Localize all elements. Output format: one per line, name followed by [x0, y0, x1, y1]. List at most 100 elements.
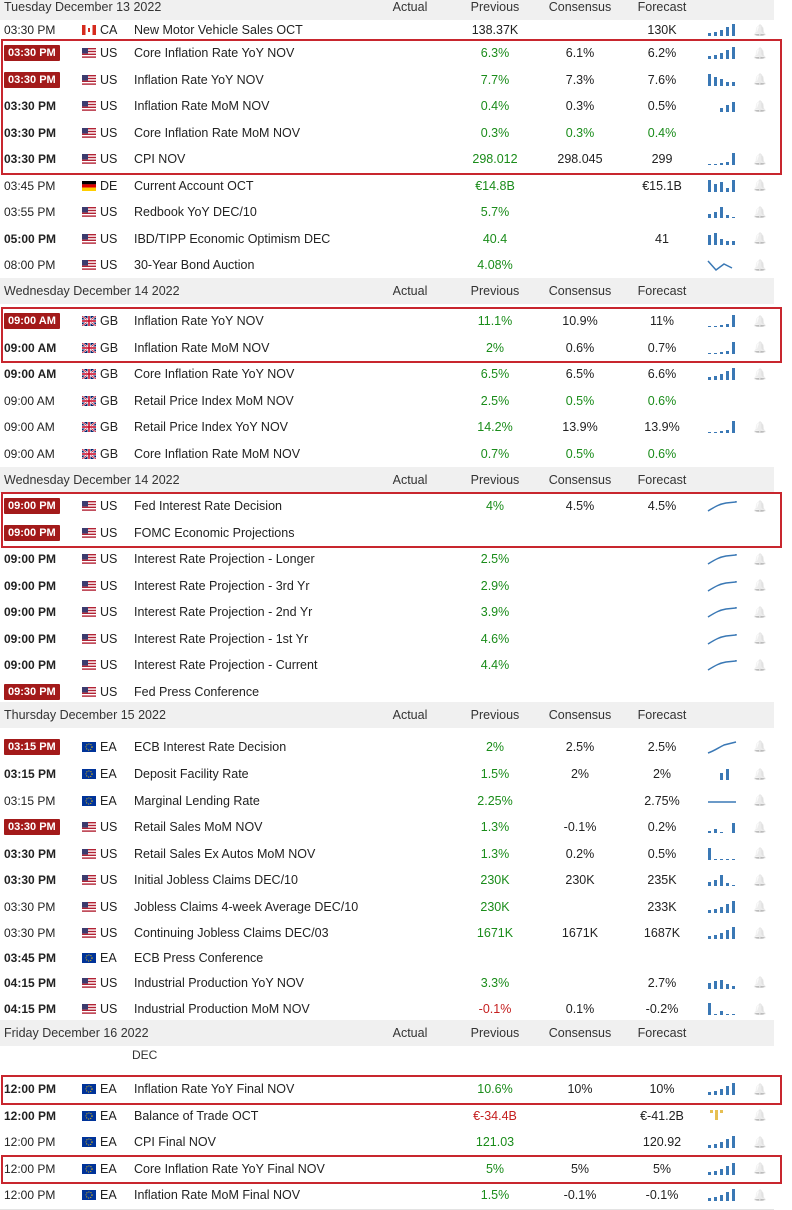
event-row[interactable]: 03:15 PM EA ECB Interest Rate Decision 2% 2.… [0, 732, 774, 762]
event-name[interactable]: Inflation Rate MoM NOV [134, 99, 270, 114]
sparkline-chart[interactable] [706, 599, 744, 626]
event-name[interactable]: Core Inflation Rate YoY NOV [134, 367, 295, 382]
column-header-previous[interactable]: Previous [470, 284, 520, 298]
event-name[interactable]: Inflation Rate MoM Final NOV [134, 1188, 301, 1203]
event-row[interactable]: 03:30 PM US Continuing Jobless Claims DEC/… [0, 920, 774, 948]
sparkline-chart[interactable] [706, 1182, 744, 1209]
event-row[interactable]: 09:00 AM GB Inflation Rate MoM NOV 2% 0.6% 0.… [0, 334, 774, 362]
column-header-actual[interactable]: Actual [392, 1026, 428, 1040]
event-row[interactable]: 09:00 PM US FOMC Economic Projections [0, 519, 774, 547]
sparkline-chart[interactable] [706, 920, 744, 947]
alert-cell[interactable]: 🔔 [752, 1076, 768, 1103]
sparkline-chart[interactable] [706, 361, 744, 388]
alert-cell[interactable]: 🔔 [752, 546, 768, 573]
bell-icon[interactable]: 🔔 [753, 977, 767, 990]
event-name[interactable]: Core Inflation Rate YoY NOV [134, 46, 295, 61]
event-row[interactable]: 03:30 PM CA New Motor Vehicle Sales OCT 138… [0, 20, 774, 41]
event-row[interactable]: 03:45 PM DE Current Account OCT €14.8B €15.1… [0, 172, 774, 200]
bell-icon[interactable]: 🔔 [753, 741, 767, 753]
sparkline-chart[interactable] [706, 40, 744, 67]
bell-icon[interactable]: 🔔 [753, 1136, 767, 1149]
column-header-previous[interactable]: Previous [470, 473, 520, 487]
event-name[interactable]: Interest Rate Projection - Current [134, 658, 318, 673]
sparkline-chart[interactable] [706, 67, 744, 94]
alert-cell[interactable]: 🔔 [752, 996, 768, 1023]
event-name[interactable]: Balance of Trade OCT [134, 1108, 259, 1123]
bell-icon[interactable]: 🔔 [753, 233, 767, 246]
sparkline-chart[interactable] [706, 947, 744, 970]
event-name[interactable]: Interest Rate Projection - 3rd Yr [134, 578, 310, 593]
sparkline-chart[interactable] [706, 414, 744, 441]
event-name[interactable]: Core Inflation Rate MoM NOV [134, 125, 301, 140]
event-name[interactable]: Fed Interest Rate Decision [134, 499, 282, 514]
bell-icon[interactable]: 🔔 [753, 180, 767, 193]
sparkline-chart[interactable] [706, 761, 744, 788]
event-row[interactable]: 09:00 AM GB Retail Price Index MoM NOV 2.5%… [0, 387, 774, 415]
bell-icon[interactable]: 🔔 [753, 1110, 767, 1123]
alert-cell[interactable]: 🔔 [752, 40, 768, 67]
alert-cell[interactable]: 🔔 [752, 732, 768, 761]
sparkline-chart[interactable] [706, 1156, 744, 1183]
sparkline-chart[interactable] [706, 1076, 744, 1103]
sparkline-chart[interactable] [706, 894, 744, 921]
event-name[interactable]: Interest Rate Projection - Longer [134, 552, 315, 567]
sparkline-chart[interactable] [706, 573, 744, 600]
event-row[interactable]: 09:00 AM GB Core Inflation Rate YoY NOV 6.5… [0, 361, 774, 389]
bell-icon[interactable]: 🔔 [753, 874, 767, 887]
column-header-actual[interactable]: Actual [392, 473, 428, 487]
event-name[interactable]: CPI Final NOV [134, 1135, 216, 1150]
sparkline-chart[interactable] [706, 788, 744, 815]
event-row[interactable]: 03:55 PM US Redbook YoY DEC/10 5.7% 🔔 [0, 199, 774, 227]
alert-cell[interactable]: 🔔 [752, 308, 768, 335]
event-name[interactable]: Continuing Jobless Claims DEC/03 [134, 926, 329, 941]
alert-cell[interactable]: 🔔 [752, 93, 768, 120]
event-row[interactable]: 12:00 PM EA Inflation Rate MoM Final NOV 1.… [0, 1182, 774, 1210]
alert-cell[interactable] [752, 120, 768, 147]
event-name[interactable]: Retail Sales MoM NOV [134, 820, 263, 835]
event-name[interactable]: Jobless Claims 4-week Average DEC/10 [134, 899, 359, 914]
event-name[interactable]: IBD/TIPP Economic Optimism DEC [134, 231, 331, 246]
event-name[interactable]: Interest Rate Projection - 2nd Yr [134, 605, 313, 620]
sparkline-chart[interactable] [706, 441, 744, 468]
bell-icon[interactable]: 🔔 [753, 580, 767, 593]
sparkline-chart[interactable] [706, 970, 744, 997]
event-row[interactable]: 05:00 PM US IBD/TIPP Economic Optimism DEC… [0, 225, 774, 253]
event-name[interactable]: Interest Rate Projection - 1st Yr [134, 631, 309, 646]
alert-cell[interactable]: 🔔 [752, 226, 768, 253]
sparkline-chart[interactable] [706, 308, 744, 335]
column-header-previous[interactable]: Previous [470, 708, 520, 722]
column-header-consensus[interactable]: Consensus [548, 1026, 612, 1040]
alert-cell[interactable]: 🔔 [752, 761, 768, 788]
bell-icon[interactable]: 🔔 [753, 24, 767, 37]
alert-cell[interactable] [752, 520, 768, 547]
alert-cell[interactable]: 🔔 [752, 894, 768, 921]
sparkline-chart[interactable] [706, 841, 744, 868]
column-header-forecast[interactable]: Forecast [637, 0, 687, 14]
sparkline-chart[interactable] [706, 146, 744, 173]
sparkline-chart[interactable] [706, 546, 744, 573]
alert-cell[interactable]: 🔔 [752, 920, 768, 947]
event-name[interactable]: Inflation Rate YoY NOV [134, 314, 264, 329]
bell-icon[interactable]: 🔔 [753, 100, 767, 113]
sparkline-chart[interactable] [706, 226, 744, 253]
alert-cell[interactable]: 🔔 [752, 252, 768, 279]
event-name[interactable]: Current Account OCT [134, 178, 254, 193]
sparkline-chart[interactable] [706, 388, 744, 415]
sparkline-chart[interactable] [706, 732, 744, 761]
event-row[interactable]: 03:30 PM US Jobless Claims 4-week Average … [0, 893, 774, 921]
event-row[interactable]: 03:30 PM US Initial Jobless Claims DEC/10 2… [0, 867, 774, 895]
alert-cell[interactable]: 🔔 [752, 626, 768, 653]
bell-icon[interactable]: 🔔 [753, 342, 767, 355]
column-header-consensus[interactable]: Consensus [548, 708, 612, 722]
event-row[interactable]: 03:15 PM EA Marginal Lending Rate 2.25% 2.75… [0, 787, 774, 815]
event-name[interactable]: Core Inflation Rate YoY Final NOV [134, 1161, 325, 1176]
bell-icon[interactable]: 🔔 [753, 500, 767, 513]
event-row[interactable]: 09:00 PM US Interest Rate Projection - 2nd… [0, 599, 774, 627]
event-name[interactable]: Fed Press Conference [134, 684, 260, 699]
bell-icon[interactable]: 🔔 [753, 1083, 767, 1096]
event-name[interactable]: Core Inflation Rate MoM NOV [134, 446, 301, 461]
alert-cell[interactable]: 🔔 [752, 867, 768, 894]
bell-icon[interactable]: 🔔 [753, 1189, 767, 1202]
alert-cell[interactable]: 🔔 [752, 199, 768, 226]
event-name[interactable]: Industrial Production MoM NOV [134, 1002, 310, 1017]
